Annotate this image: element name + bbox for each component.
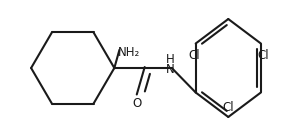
Text: O: O bbox=[132, 97, 142, 110]
Text: N: N bbox=[166, 64, 174, 76]
Text: H: H bbox=[166, 53, 174, 66]
Text: Cl: Cl bbox=[188, 49, 200, 62]
Text: Cl: Cl bbox=[222, 101, 234, 114]
Text: Cl: Cl bbox=[257, 49, 269, 62]
Text: NH₂: NH₂ bbox=[118, 46, 141, 59]
